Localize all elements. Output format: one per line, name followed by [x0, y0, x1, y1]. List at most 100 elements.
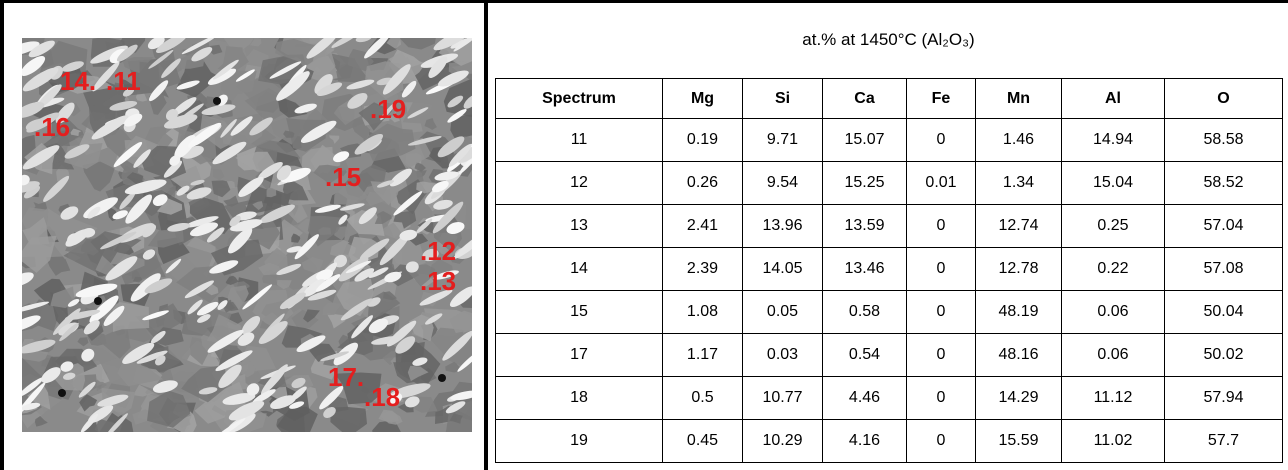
frame-line	[0, 0, 4, 470]
column-header: Al	[1062, 79, 1165, 119]
table-cell: 0.58	[823, 291, 907, 334]
table-cell: 12.78	[976, 248, 1062, 291]
table-cell: 0	[907, 334, 976, 377]
pore	[58, 389, 66, 397]
table-cell: 17	[496, 334, 663, 377]
table-cell: 13.46	[823, 248, 907, 291]
table-cell: 11.02	[1062, 420, 1165, 463]
table-cell: 50.02	[1165, 334, 1283, 377]
frame-divider	[484, 0, 488, 470]
table-row: 171.170.030.54048.160.0650.02	[496, 334, 1283, 377]
spectrum-label: .11	[106, 66, 141, 96]
table-cell: 0.26	[663, 162, 743, 205]
column-header: Mn	[976, 79, 1062, 119]
table-cell: 0.54	[823, 334, 907, 377]
table-cell: 1.46	[976, 119, 1062, 162]
micrograph: 14. .11 .16 .19 .15 .12.13 17..18	[22, 38, 472, 432]
table-cell: 15.59	[976, 420, 1062, 463]
table-cell: 11.12	[1062, 377, 1165, 420]
table-cell: 14.05	[743, 248, 823, 291]
spectrum-label: 14.	[60, 66, 96, 96]
table-cell: 13	[496, 205, 663, 248]
table-cell: 50.04	[1165, 291, 1283, 334]
table-cell: 0.45	[663, 420, 743, 463]
table-cell: 2.39	[663, 248, 743, 291]
column-header: Spectrum	[496, 79, 663, 119]
table-row: 142.3914.0513.46012.780.2257.08	[496, 248, 1283, 291]
table-cell: 58.52	[1165, 162, 1283, 205]
spectrum-label: .12	[420, 236, 456, 266]
table-cell: 0.19	[663, 119, 743, 162]
table-cell: 57.7	[1165, 420, 1283, 463]
spectrum-label: .13	[420, 266, 456, 296]
table-cell: 0	[907, 205, 976, 248]
table-cell: 19	[496, 420, 663, 463]
table-cell: 0	[907, 291, 976, 334]
table-cell: 14	[496, 248, 663, 291]
table-row: 110.199.7115.0701.4614.9458.58	[496, 119, 1283, 162]
column-header: Mg	[663, 79, 743, 119]
table-row: 120.269.5415.250.011.3415.0458.52	[496, 162, 1283, 205]
table-cell: 15	[496, 291, 663, 334]
table-cell: 0.25	[1062, 205, 1165, 248]
table-cell: 9.71	[743, 119, 823, 162]
column-header: O	[1165, 79, 1283, 119]
table-cell: 10.29	[743, 420, 823, 463]
table-row: 132.4113.9613.59012.740.2557.04	[496, 205, 1283, 248]
table-cell: 57.04	[1165, 205, 1283, 248]
table-cell: 57.08	[1165, 248, 1283, 291]
table-cell: 1.17	[663, 334, 743, 377]
spectrum-label: .18	[364, 382, 400, 412]
frame-line	[0, 0, 1288, 3]
table-cell: 1.08	[663, 291, 743, 334]
header-row: SpectrumMgSiCaFeMnAlO	[496, 79, 1283, 119]
pore	[213, 97, 221, 105]
table-cell: 58.58	[1165, 119, 1283, 162]
table-cell: 0.05	[743, 291, 823, 334]
table-cell: 1.34	[976, 162, 1062, 205]
spectrum-label: .19	[370, 94, 406, 124]
page: {"image": {"labels": ["14.", ".11", ".16…	[0, 0, 1288, 470]
table-title: at.% at 1450°C (Al₂O₃)	[495, 30, 1282, 50]
table-cell: 0.5	[663, 377, 743, 420]
column-header: Ca	[823, 79, 907, 119]
table-cell: 0	[907, 377, 976, 420]
table-cell: 15.07	[823, 119, 907, 162]
table-cell: 0.22	[1062, 248, 1165, 291]
table-cell: 14.29	[976, 377, 1062, 420]
table-cell: 13.96	[743, 205, 823, 248]
table-cell: 18	[496, 377, 663, 420]
table-cell: 0	[907, 119, 976, 162]
column-header: Fe	[907, 79, 976, 119]
table-cell: 11	[496, 119, 663, 162]
table-cell: 10.77	[743, 377, 823, 420]
table-cell: 0.01	[907, 162, 976, 205]
pore	[94, 297, 102, 305]
table-cell: 12.74	[976, 205, 1062, 248]
pore	[438, 374, 446, 382]
column-header: Si	[743, 79, 823, 119]
table-row: 151.080.050.58048.190.0650.04	[496, 291, 1283, 334]
table-cell: 0.06	[1062, 291, 1165, 334]
table-cell: 13.59	[823, 205, 907, 248]
table-cell: 4.16	[823, 420, 907, 463]
spectrum-label: .16	[34, 112, 70, 142]
table-cell: 48.16	[976, 334, 1062, 377]
spectrum-label: 17.	[328, 362, 364, 392]
table-cell: 57.94	[1165, 377, 1283, 420]
table-cell: 9.54	[743, 162, 823, 205]
table-cell: 0.06	[1062, 334, 1165, 377]
table-cell: 2.41	[663, 205, 743, 248]
table-cell: 0	[907, 420, 976, 463]
table-cell: 15.25	[823, 162, 907, 205]
spectrum-label: .15	[325, 162, 361, 192]
table-cell: 14.94	[1062, 119, 1165, 162]
table-cell: 12	[496, 162, 663, 205]
table-cell: 0.03	[743, 334, 823, 377]
table-cell: 48.19	[976, 291, 1062, 334]
composition-table: SpectrumMgSiCaFeMnAlO 110.199.7115.0701.…	[495, 78, 1283, 463]
table-cell: 4.46	[823, 377, 907, 420]
table-cell: 0	[907, 248, 976, 291]
